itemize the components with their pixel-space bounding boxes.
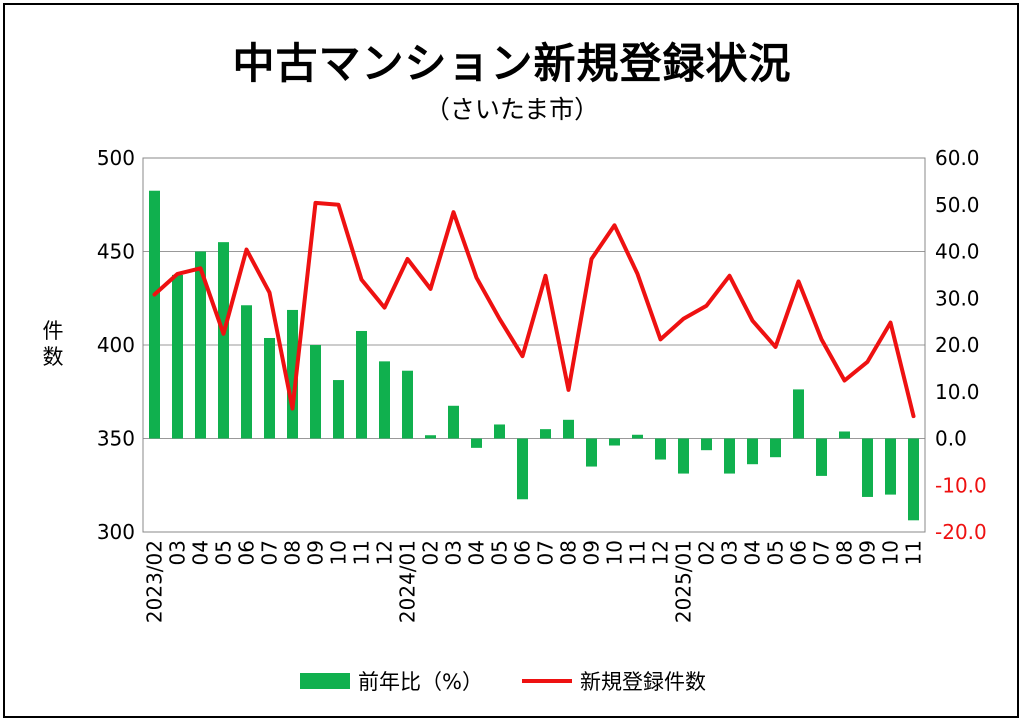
bar	[310, 345, 321, 439]
bar	[172, 274, 183, 439]
right-tick-label: -20.0	[935, 520, 987, 544]
bar	[885, 438, 896, 495]
line-series	[152, 200, 916, 419]
bar	[747, 438, 758, 465]
x-tick-label: 02	[419, 540, 443, 565]
bar	[517, 438, 528, 500]
bar	[402, 370, 413, 439]
bar	[609, 438, 620, 446]
x-tick-label: 09	[856, 540, 880, 565]
plot-area	[142, 157, 926, 533]
bar	[333, 380, 344, 439]
bar	[839, 431, 850, 439]
x-tick-label: 07	[534, 540, 558, 565]
right-tick-label: 30.0	[935, 286, 980, 310]
bar	[632, 434, 643, 439]
x-tick-label: 03	[442, 540, 466, 565]
legend-swatch-bar	[300, 673, 350, 689]
x-tick-label: 08	[557, 540, 581, 565]
bar	[563, 419, 574, 439]
legend-item-count: 新規登録件数	[522, 666, 706, 696]
x-tick-label: 10	[603, 540, 627, 565]
x-tick-label: 05	[764, 540, 788, 565]
x-tick-label: 04	[465, 540, 489, 565]
bar	[793, 389, 804, 439]
bar	[862, 438, 873, 497]
x-tick-label: 06	[787, 540, 811, 565]
bar	[540, 429, 551, 439]
right-tick-label: 0.0	[935, 427, 967, 451]
left-tick-label: 450	[97, 240, 135, 264]
bar	[356, 330, 367, 439]
x-tick-label: 05	[212, 540, 236, 565]
x-tick-label: 03	[718, 540, 742, 565]
x-tick-label: 12	[649, 540, 673, 565]
x-tick-label: 06	[511, 540, 535, 565]
right-tick-label: 60.0	[935, 146, 980, 170]
bar	[586, 438, 597, 467]
bar	[425, 435, 436, 439]
bar	[218, 242, 229, 439]
bar	[471, 438, 482, 448]
bar	[241, 305, 252, 439]
legend-label-count: 新規登録件数	[580, 670, 706, 694]
x-tick-label: 06	[235, 540, 259, 565]
x-tick-label: 2025/01	[672, 540, 696, 623]
left-axis-label: 件 数	[38, 318, 68, 370]
x-tick-label: 03	[166, 540, 190, 565]
left-tick-label: 400	[97, 333, 135, 357]
bar	[724, 438, 735, 474]
x-tick-label: 11	[626, 540, 650, 565]
x-tick-label: 2023/02	[143, 540, 167, 623]
right-tick-label: 40.0	[935, 240, 980, 264]
x-tick-label: 10	[879, 540, 903, 565]
bar	[494, 424, 505, 439]
x-tick-label: 07	[258, 540, 282, 565]
bar	[448, 405, 459, 439]
legend-label-yoy: 前年比（%）	[358, 670, 483, 694]
legend-swatch-line	[522, 679, 572, 683]
left-axis-label-char: 件	[42, 319, 64, 343]
chart-title: 中古マンション新規登録状況	[232, 39, 792, 88]
legend: 前年比（%） 新規登録件数	[0, 666, 1024, 696]
bar	[701, 438, 712, 451]
x-tick-label: 04	[189, 540, 213, 565]
x-tick-label: 05	[488, 540, 512, 565]
x-tick-label: 11	[902, 540, 926, 565]
left-tick-label: 500	[97, 146, 135, 170]
x-tick-label: 10	[327, 540, 351, 565]
bar	[816, 438, 827, 476]
bar	[287, 309, 298, 439]
x-tick-label: 08	[833, 540, 857, 565]
x-tick-label: 09	[304, 540, 328, 565]
x-tick-label: 11	[350, 540, 374, 565]
right-tick-label: 20.0	[935, 333, 980, 357]
bar	[770, 438, 781, 458]
left-axis-label-char: 数	[42, 345, 64, 369]
legend-item-yoy: 前年比（%）	[300, 666, 483, 696]
bar	[655, 438, 666, 460]
right-tick-label: 50.0	[935, 193, 980, 217]
left-tick-label: 300	[97, 520, 135, 544]
bar	[264, 337, 275, 439]
x-tick-label: 04	[741, 540, 765, 565]
chart-subtitle: （さいたま市）	[424, 95, 600, 124]
bar	[379, 361, 390, 439]
x-tick-label: 2024/01	[396, 540, 420, 623]
x-tick-label: 12	[373, 540, 397, 565]
bar	[195, 251, 206, 439]
left-tick-label: 350	[97, 427, 135, 451]
right-tick-label: 10.0	[935, 380, 980, 404]
x-tick-label: 09	[580, 540, 604, 565]
bar	[908, 438, 919, 521]
bar	[678, 438, 689, 474]
x-tick-label: 08	[281, 540, 305, 565]
x-tick-label: 02	[695, 540, 719, 565]
right-tick-label: -10.0	[935, 473, 987, 497]
bar	[149, 190, 160, 439]
x-tick-label: 07	[810, 540, 834, 565]
